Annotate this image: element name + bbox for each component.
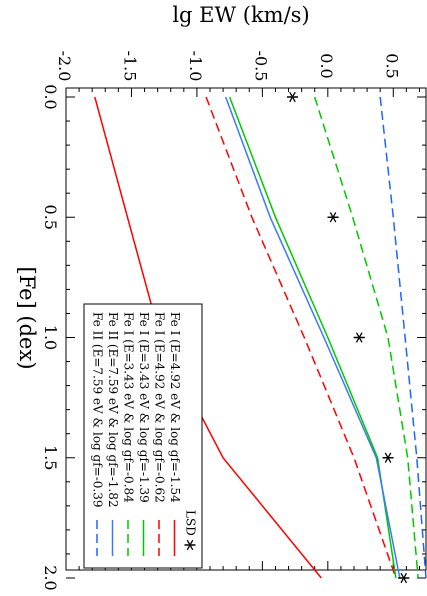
legend-label: Fe I (E=3.43 eV & log gf=-0.84 [122,312,136,503]
value-tick-label: -2.0 [55,51,74,82]
legend-label: Fe II (E=7.59 eV & log gf=-1.82 [106,312,120,508]
value-tick-label: 0.5 [382,53,401,78]
fe-tick-label: 1.0 [41,325,60,350]
plot-area: -2.0 -1.5 -1.0 -0.5 0.0 0.5 0.0 0.5 1.0 1.5 2.0 LSD… [41,51,427,591]
series-line-2 [205,96,397,579]
series-line-6 [379,96,427,579]
lsd-point [353,332,365,343]
legend-label: LSD [184,510,198,536]
plot-frame [65,87,427,571]
value-tick-label: 0.0 [317,53,336,78]
series-line-5 [224,96,401,579]
fe-tick-label: 0.5 [41,205,60,230]
legend-marker-lsd [184,539,196,551]
lsd-point [286,91,298,103]
fe-tick-label: 1.5 [41,445,60,470]
fe-tick-label: 0.0 [41,84,60,109]
lsd-point [327,212,339,223]
lsd-point [398,572,410,584]
lsd-point [382,452,394,463]
value-tick-label: -1.0 [186,51,205,82]
legend-label: Fe I (E=4.92 eV & log gf=-0.62 [153,312,167,503]
series-line-4 [313,96,419,579]
legend-label: Fe II (E=7.59 eV & log gf=-0.39 [91,312,105,508]
legend-label: Fe I (E=3.43 eV & log gf=-1.39 [137,312,151,503]
legend-label: Fe I (E=4.92 eV & log gf=-1.54 [168,312,182,503]
fe-tick-label: 2.0 [41,565,60,590]
value-tick-label: -0.5 [251,51,270,82]
x-axis-label: [Fe] (dex) [15,266,39,369]
y-axis-label: lg EW (km/s) [172,3,309,27]
value-tick-label: -1.5 [120,51,139,82]
